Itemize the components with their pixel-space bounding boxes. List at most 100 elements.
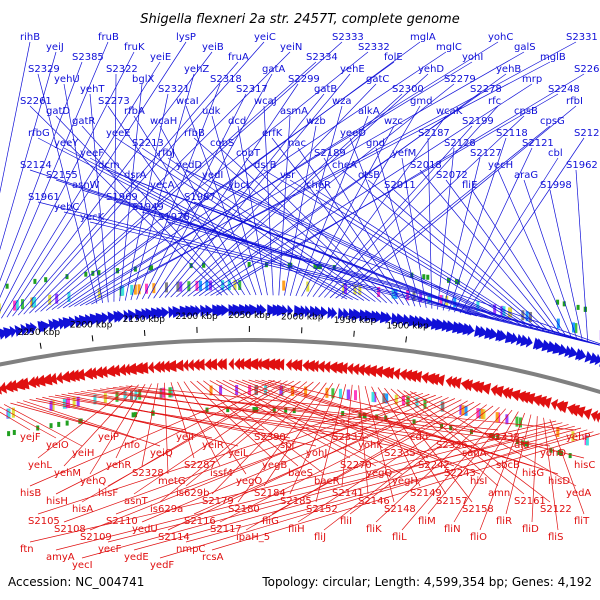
ruler-tick <box>39 342 42 349</box>
forward-gene-label: folE <box>384 52 403 63</box>
forward-gene-label: fliE <box>462 180 477 191</box>
forward-gene-label: S2322 <box>106 64 138 75</box>
forward-gene-label: fruB <box>98 32 119 43</box>
gene-arrow <box>420 371 429 384</box>
reverse-gene-label: nfo <box>124 440 140 451</box>
leader-line <box>164 73 351 298</box>
feature-mark <box>238 280 242 291</box>
forward-gene-label: yehE <box>340 64 365 75</box>
feature-mark <box>119 285 123 296</box>
leader-line <box>141 211 600 346</box>
forward-gene-label: dcd <box>228 116 246 127</box>
forward-gene-label: dsrA <box>124 170 147 181</box>
leader-line <box>403 390 551 503</box>
gc-mark <box>33 278 37 284</box>
leader-line <box>136 83 221 300</box>
gene-arrow <box>385 311 392 324</box>
reverse-gene-label: fliG <box>262 516 279 527</box>
leader-line <box>371 386 421 487</box>
leader-line <box>211 433 600 551</box>
feature-mark <box>571 322 575 333</box>
leader-line <box>115 394 436 515</box>
reverse-gene-label: S2336 <box>436 440 468 451</box>
gene-arrow <box>594 412 600 423</box>
reverse-gene-label: yohJ <box>306 448 327 459</box>
gene-arrow <box>498 329 508 342</box>
forward-gene-label: S2331 <box>566 32 598 43</box>
reverse-gene-label: S2335 <box>384 448 416 459</box>
gene-arrow <box>78 314 92 327</box>
reverse-gene-label: fliM <box>418 516 436 527</box>
gene-arrow <box>0 381 8 394</box>
leader-line <box>167 157 376 302</box>
gene-arrow <box>73 368 86 381</box>
leader-line <box>237 125 268 296</box>
feature-mark <box>15 300 19 311</box>
gene-arrow <box>64 370 76 382</box>
gene-arrow <box>16 377 30 390</box>
feature-mark <box>187 281 191 292</box>
leader-line <box>91 41 577 305</box>
leader-line <box>216 73 585 296</box>
feature-mark <box>382 393 386 404</box>
forward-gene-label: wcaH <box>150 116 177 127</box>
reverse-gene-label: hisF <box>98 488 118 499</box>
leader-line <box>471 189 567 336</box>
reverse-gene-label: S2180 <box>228 504 260 515</box>
leader-line <box>263 169 522 326</box>
gene-arrow <box>55 371 64 384</box>
gc-mark <box>49 423 53 429</box>
reverse-gene-label: S2122 <box>540 504 572 515</box>
feature-mark <box>505 414 509 425</box>
gene-labels: rihB yeiJ S2385 fruB fruK yeiE lysP yeiB fruA yei… <box>20 32 600 571</box>
forward-gene-label: S2279 <box>444 74 476 85</box>
leader-line <box>393 189 550 332</box>
leader-line <box>141 383 159 467</box>
leader-line <box>497 169 572 338</box>
leader-line <box>89 383 146 475</box>
leader-line <box>190 380 273 459</box>
feature-mark <box>419 292 423 303</box>
reverse-gene-label: S2117 <box>210 524 242 535</box>
gc-mark <box>272 407 276 413</box>
gc-mark <box>131 412 135 418</box>
feature-band-inner <box>6 385 589 446</box>
gene-arrow <box>595 415 600 420</box>
gene-arrow <box>342 307 350 320</box>
leader-line <box>125 385 577 431</box>
feature-mark <box>441 401 445 412</box>
leader-line <box>268 379 585 459</box>
feature-mark <box>93 394 97 405</box>
leader-line <box>196 380 299 467</box>
gene-arrow <box>509 389 521 402</box>
gene-arrow <box>88 367 98 380</box>
leader-line <box>29 420 557 543</box>
feature-mark <box>406 290 410 301</box>
feature-mark <box>264 385 268 396</box>
gene-arrow <box>564 345 573 357</box>
leader-line <box>427 137 433 309</box>
leader-line <box>0 41 109 299</box>
leader-line <box>48 395 265 431</box>
feature-mark <box>574 323 578 334</box>
gene-arrow <box>472 381 485 394</box>
feature-mark <box>76 396 80 407</box>
forward-gene-label: S2332 <box>358 42 390 53</box>
reverse-gene-label: fliO <box>470 532 487 543</box>
reverse-gene-label: is629b <box>176 488 209 499</box>
forward-gene-label: S2273 <box>98 96 130 107</box>
leader-line <box>0 406 57 439</box>
feature-mark <box>461 405 465 416</box>
gene-arrow <box>311 360 319 373</box>
ruler-tick-label: 2100 kbp <box>175 312 218 322</box>
leader-line <box>55 115 228 296</box>
feature-mark <box>209 280 213 291</box>
gene-arrow <box>309 305 320 318</box>
feature-mark <box>254 385 258 396</box>
gc-mark <box>496 434 500 440</box>
gene-arrow <box>182 359 189 372</box>
leader-line <box>341 384 353 487</box>
ruler-tick <box>91 335 94 342</box>
gene-arrow <box>127 309 138 322</box>
